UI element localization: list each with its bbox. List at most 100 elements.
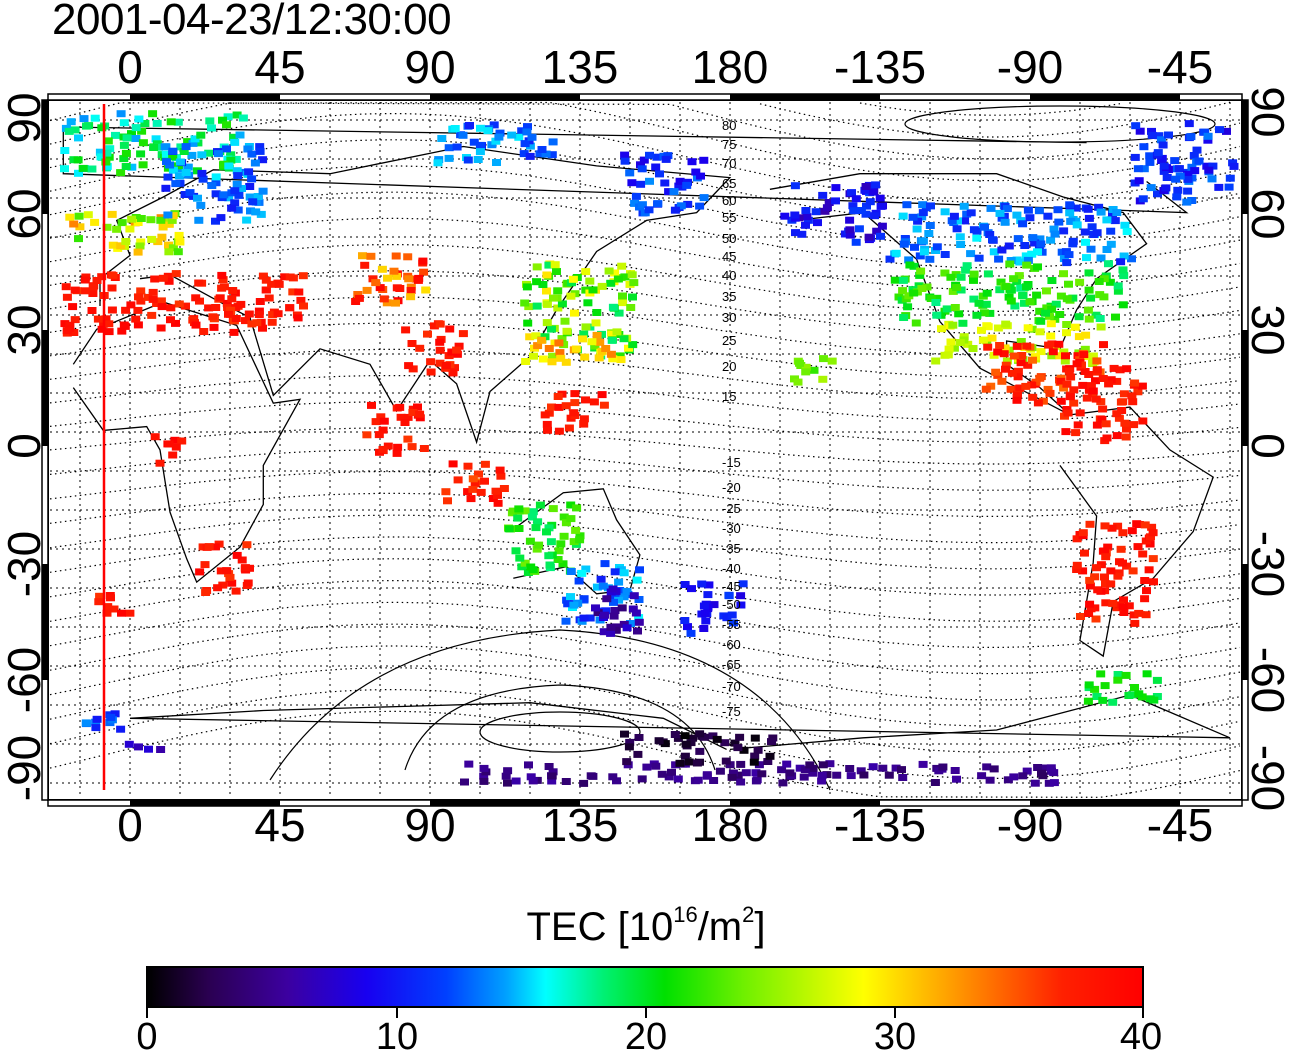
tec-cell xyxy=(1091,377,1100,385)
tec-cell xyxy=(474,470,483,478)
tec-cell xyxy=(230,199,240,207)
contour-label: -75 xyxy=(722,704,741,719)
tec-cell xyxy=(70,126,80,134)
tec-cell xyxy=(1086,382,1096,390)
tec-cell xyxy=(1111,313,1120,321)
tec-cell xyxy=(116,725,126,733)
tec-cell xyxy=(1028,234,1038,242)
tec-cell xyxy=(164,248,174,256)
tec-cell xyxy=(1140,577,1150,584)
tec-cell xyxy=(1081,238,1090,246)
tec-cell xyxy=(554,403,564,411)
tec-cell xyxy=(940,251,950,258)
tec-cell xyxy=(1148,555,1158,563)
tec-cell xyxy=(1009,275,1019,283)
tec-cell xyxy=(378,426,388,434)
tec-cell xyxy=(635,566,644,574)
contour-label: -60 xyxy=(722,637,741,652)
tec-cell xyxy=(847,189,856,197)
tec-cell xyxy=(171,319,180,327)
tec-cell xyxy=(435,338,445,346)
tec-cell xyxy=(1084,681,1094,689)
tec-cell xyxy=(596,575,606,583)
mag-lat-contour xyxy=(49,217,1241,291)
tec-cell xyxy=(134,743,143,751)
tec-cell xyxy=(1085,520,1095,528)
tec-cell xyxy=(375,284,385,292)
tec-cell xyxy=(1025,214,1035,222)
tec-cell xyxy=(226,151,236,159)
tec-cell xyxy=(403,253,413,261)
tec-cell xyxy=(479,772,489,780)
tec-cell xyxy=(622,587,632,595)
tec-cell xyxy=(1097,415,1107,423)
tec-cell xyxy=(1080,549,1089,557)
tec-cell xyxy=(785,769,795,777)
tec-cell xyxy=(540,333,550,341)
tec-cell xyxy=(413,403,422,411)
tec-cell xyxy=(561,402,571,410)
tec-cell xyxy=(1018,772,1028,780)
tec-cell xyxy=(653,200,663,208)
tec-cell xyxy=(233,206,243,214)
tec-cell xyxy=(242,216,252,224)
tec-cell xyxy=(379,417,389,425)
tec-cell xyxy=(1152,693,1162,700)
tec-cell xyxy=(682,181,692,189)
tec-cell xyxy=(136,238,146,246)
tec-cell xyxy=(1096,561,1106,569)
tec-cell xyxy=(153,238,163,246)
tec-cell xyxy=(245,193,255,201)
y-tick-left-30: 30 xyxy=(0,304,50,356)
tec-cell xyxy=(133,219,143,226)
tec-cell xyxy=(162,158,171,166)
tec-cell xyxy=(196,201,206,209)
tec-cell xyxy=(575,536,585,544)
tec-cell xyxy=(1139,143,1149,151)
mag-lat-contour xyxy=(49,244,1241,312)
tec-cell xyxy=(1190,167,1200,175)
tec-cell xyxy=(608,303,618,311)
tec-cell xyxy=(660,179,670,187)
mag-lat-contour xyxy=(49,492,1241,544)
tec-cell xyxy=(601,607,611,615)
tec-cell xyxy=(1139,165,1149,173)
tec-cell xyxy=(667,768,676,776)
tec-cell xyxy=(1047,277,1057,284)
tec-cell xyxy=(851,195,861,203)
tec-cell xyxy=(222,145,231,153)
tec-cell xyxy=(615,352,625,360)
tec-cell xyxy=(407,443,417,451)
tec-cell xyxy=(663,152,673,160)
tec-cell xyxy=(813,219,822,227)
tec-cell xyxy=(568,275,578,283)
tec-cell xyxy=(1082,394,1092,402)
tec-cell xyxy=(538,281,548,288)
tec-cell xyxy=(101,315,111,323)
tec-cell xyxy=(1156,136,1166,144)
tec-cell xyxy=(1100,522,1110,530)
tec-cell xyxy=(1001,361,1011,369)
tec-cell xyxy=(542,300,552,308)
tec-cell xyxy=(1127,255,1136,263)
tec-cell xyxy=(1113,676,1123,684)
tec-cell xyxy=(1119,252,1129,260)
tec-cell xyxy=(630,199,640,207)
tec-cell xyxy=(404,362,414,370)
tec-cell xyxy=(831,197,840,205)
tec-cell xyxy=(618,299,628,307)
contour-label: -55 xyxy=(722,617,741,632)
tec-cell xyxy=(423,330,432,338)
tec-cell xyxy=(1004,242,1014,250)
tec-cell xyxy=(673,775,683,783)
tec-cell xyxy=(606,350,616,358)
tec-cell xyxy=(750,734,760,742)
tec-cell xyxy=(960,217,970,225)
tec-cell xyxy=(168,244,178,252)
tec-cell xyxy=(1073,352,1083,360)
tec-cell xyxy=(1092,421,1102,429)
tec-cell xyxy=(917,213,927,221)
tec-cell xyxy=(296,296,306,304)
tec-cell xyxy=(156,297,166,305)
tec-cell xyxy=(168,212,178,220)
